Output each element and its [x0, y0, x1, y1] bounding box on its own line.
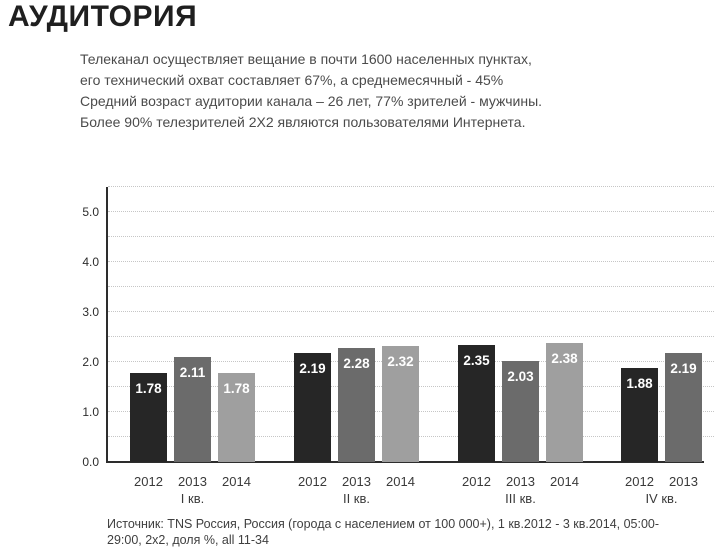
x-axis-year-label: 2014 [550, 474, 579, 489]
x-axis-year-label: 2012 [134, 474, 163, 489]
y-axis-tick-label: 1.0 [82, 405, 99, 419]
bar-group-q4: 1.88 2012 2.19 2013 IV кв. [621, 187, 702, 506]
bar-2012-q1: 1.78 [130, 373, 167, 462]
x-axis-line [106, 461, 704, 463]
gridline [108, 211, 714, 212]
x-axis-year-label: 2014 [222, 474, 251, 489]
gridline [108, 311, 714, 312]
x-axis-quarter-label: I кв. [180, 491, 205, 506]
intro-line: его технический охват составляет 67%, а … [80, 72, 504, 88]
bar-2013-q2: 2.28 [338, 348, 375, 462]
x-axis-year-label: 2013 [178, 474, 207, 489]
intro-line: Телеканал осуществляет вещание в почти 1… [80, 51, 532, 67]
y-axis-tick-label: 2.0 [82, 355, 99, 369]
x-axis-year-label: 2013 [669, 474, 698, 489]
x-axis-quarter-label: II кв. [342, 491, 371, 506]
bar-value-label: 2.38 [551, 351, 578, 366]
bar-value-label: 2.19 [670, 360, 697, 376]
bar-2013-q4: 2.19 [665, 352, 702, 462]
gridline [108, 236, 714, 237]
bar-value-label: 2.28 [343, 356, 370, 371]
y-axis-line [106, 187, 108, 462]
plot-area: 0.0 1.0 2.0 3.0 4.0 5.0 1.78 2012 2.11 2013 1.78 20… [82, 186, 716, 506]
x-axis-year-label: 2012 [462, 474, 491, 489]
x-axis-quarter-label: III кв. [505, 491, 536, 506]
gridline [108, 261, 714, 262]
bar-value-label: 2.03 [507, 368, 534, 384]
y-axis-tick-label: 4.0 [82, 255, 99, 269]
bar-2014-q3: 2.38 [546, 343, 583, 462]
bar-value-label: 2.35 [463, 352, 490, 368]
bar-2013-q1: 2.11 [174, 356, 211, 462]
bar-value-label: 2.19 [299, 360, 326, 376]
gridline [108, 286, 714, 287]
y-axis-tick-label: 3.0 [82, 305, 99, 319]
bar-value-label: 2.32 [387, 354, 414, 369]
x-axis-year-label: 2012 [625, 474, 654, 489]
x-axis-quarter-label: IV кв. [645, 491, 678, 506]
bar-2012-q2: 2.19 [294, 352, 331, 462]
x-axis-year-label: 2012 [298, 474, 327, 489]
page-title: АУДИТОРИЯ [8, 0, 198, 33]
bar-value-label: 2.11 [179, 364, 206, 380]
bar-value-label: 1.88 [626, 376, 653, 391]
x-axis-year-label: 2014 [386, 474, 415, 489]
bar-value-label: 1.78 [223, 381, 250, 396]
bar-group-q3: 2.35 2012 2.03 2013 2.38 2014 III кв. [458, 187, 583, 506]
bar-value-label: 1.78 [135, 381, 162, 396]
bar-2014-q1: 1.78 [218, 373, 255, 462]
bar-group-q2: 2.19 2012 2.28 2013 2.32 2014 II кв. [294, 187, 419, 506]
bar-2012-q4: 1.88 [621, 368, 658, 462]
intro-line: Средний возраст аудитории канала – 26 ле… [80, 93, 543, 109]
intro-line: Более 90% телезрителей 2X2 являются поль… [80, 114, 526, 130]
bar-group-q1: 1.78 2012 2.11 2013 1.78 2014 I кв. [130, 187, 255, 506]
bar-2013-q3: 2.03 [502, 360, 539, 462]
x-axis-year-label: 2013 [506, 474, 535, 489]
bar-2012-q3: 2.35 [458, 344, 495, 462]
gridline [108, 186, 714, 187]
intro-text: Телеканал осуществляет вещание в почти 1… [80, 49, 542, 133]
x-axis-year-label: 2013 [342, 474, 371, 489]
gridline [108, 336, 714, 337]
source-note: Источник: TNS Россия, Россия (города с н… [107, 517, 660, 547]
y-axis-tick-label: 5.0 [82, 205, 99, 219]
y-axis-tick-label: 0.0 [82, 455, 99, 469]
bar-2014-q2: 2.32 [382, 346, 419, 462]
